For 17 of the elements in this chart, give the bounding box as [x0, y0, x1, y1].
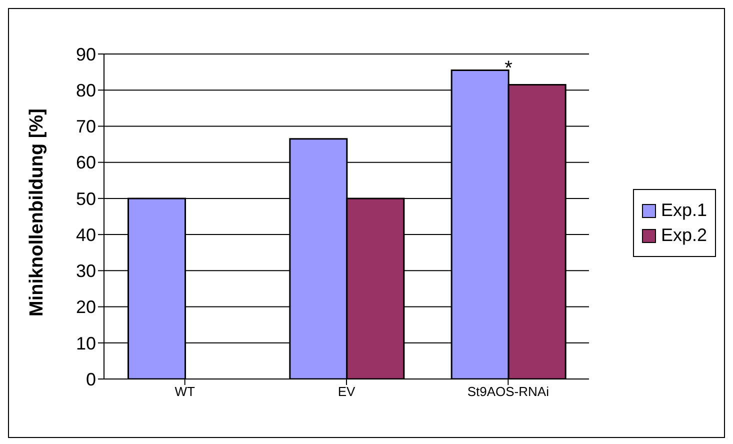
y-tick-label: 10 [76, 333, 96, 354]
y-tick-label: 20 [76, 297, 96, 318]
annotation: * [504, 57, 513, 80]
x-tick-label: WT [174, 384, 195, 400]
y-tick-label: 70 [76, 116, 96, 137]
y-tick-label: 30 [76, 261, 96, 282]
y-tick-label: 90 [76, 44, 96, 64]
legend-label: Exp.2 [660, 225, 707, 246]
x-tick-label: EV [338, 384, 356, 400]
y-tick-label: 50 [76, 188, 96, 209]
y-tick-label: 0 [86, 369, 96, 390]
y-tick-label: 60 [76, 152, 96, 173]
y-axis-title: Miniknollenbildung [%] [26, 108, 48, 316]
legend-label: Exp.1 [660, 200, 707, 221]
x-tick-label: St9AOS-RNAi [467, 384, 550, 400]
y-tick-label: 40 [76, 224, 96, 245]
y-tick-label: 80 [76, 80, 96, 100]
